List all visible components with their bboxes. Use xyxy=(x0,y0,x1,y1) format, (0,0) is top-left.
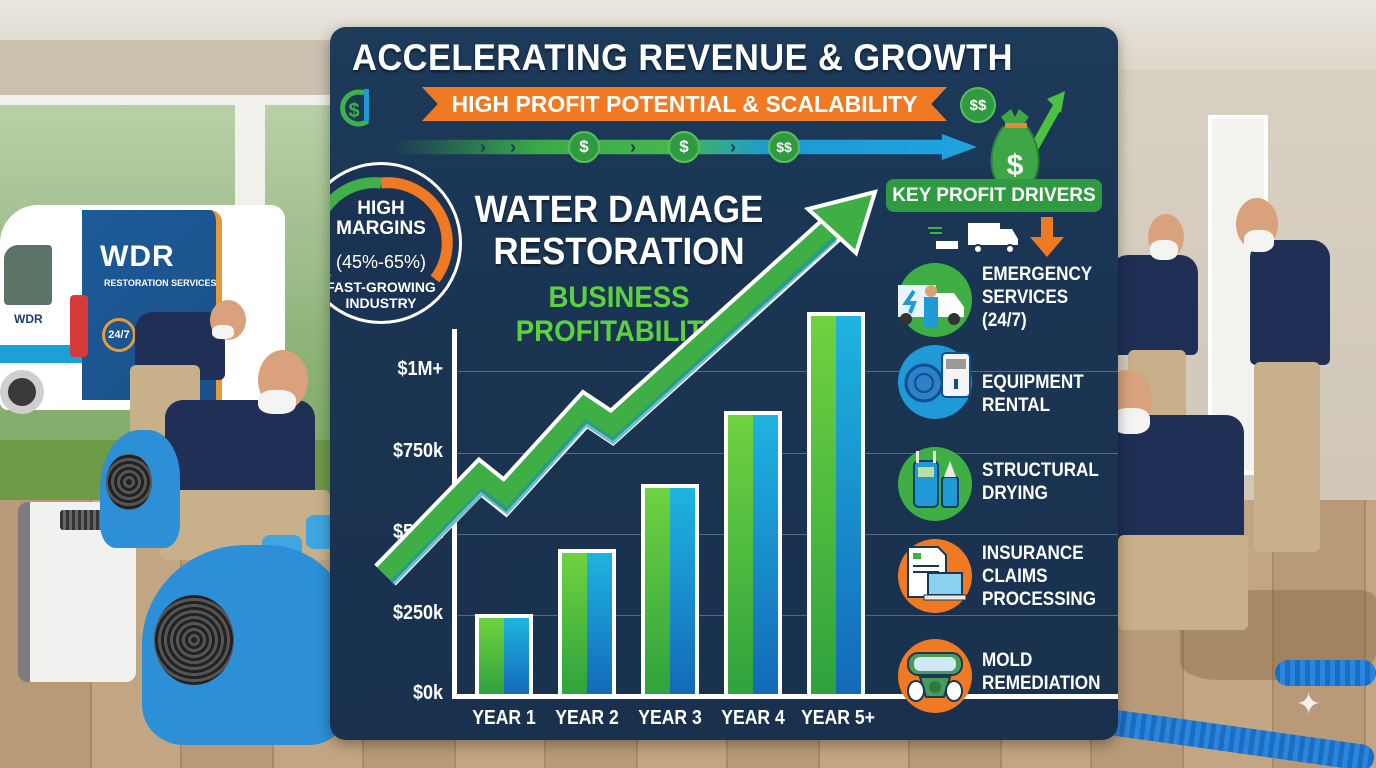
y-tick-label: $0k xyxy=(412,682,443,704)
driver-label-mold-remediation: MOLD REMEDIATION xyxy=(982,650,1101,694)
sparkle-icon: ✦ xyxy=(1296,688,1322,721)
infographic-panel: ACCELERATING REVENUE & GROWTH $ HIGH PRO… xyxy=(330,27,1118,740)
equipment-icon xyxy=(898,345,972,419)
x-tick-label: YEAR 3 xyxy=(638,707,702,729)
worker-clipboard-pants xyxy=(1254,362,1320,552)
gauge-title: HIGH MARGINS xyxy=(336,198,426,239)
coin-icon: $ xyxy=(668,131,700,163)
van-taillight xyxy=(70,295,88,357)
dollar-growth-logo-icon: $ xyxy=(340,89,370,127)
gridline xyxy=(456,534,1118,535)
y-axis xyxy=(452,329,457,699)
gauge-subtitle: FAST-GROWING INDUSTRY xyxy=(330,279,436,311)
van-subtitle: RESTORATION SERVICES xyxy=(104,278,217,288)
driver-label-equipment: EQUIPMENT RENTAL xyxy=(982,372,1084,416)
worker-crouching-mask xyxy=(1112,408,1150,434)
down-arrow-icon xyxy=(1030,217,1064,257)
bar-year-1 xyxy=(475,614,533,695)
gauge-percentage: (45%-65%) xyxy=(335,252,427,272)
van-side-logo: WDR xyxy=(14,312,43,326)
svg-text:$: $ xyxy=(1007,149,1024,182)
coin-icon: $$ xyxy=(960,87,996,123)
chart-title: WATER DAMAGE RESTORATION xyxy=(474,189,764,273)
moisture-meter-icon xyxy=(898,447,972,521)
money-bag-icon: $ xyxy=(990,91,1065,195)
worker-standing-torso xyxy=(1110,255,1198,355)
worker-clipboard-mask xyxy=(1244,230,1274,252)
x-tick-label: YEAR 4 xyxy=(721,707,785,729)
bar-year-5-plus xyxy=(807,312,865,695)
driver-label-structural-drying: STRUCTURAL DRYING xyxy=(982,460,1099,504)
van-stripe xyxy=(0,345,82,363)
claims-document-icon xyxy=(898,539,972,613)
x-tick-label: YEAR 5+ xyxy=(801,707,875,729)
van-window xyxy=(4,245,52,305)
x-tick-label: YEAR 2 xyxy=(555,707,619,729)
worker-clipboard-torso xyxy=(1250,240,1330,365)
x-axis xyxy=(452,694,1118,699)
y-tick-label: $500k xyxy=(392,521,443,543)
gridline xyxy=(456,453,1118,454)
driver-label-insurance-claims: INSURANCE CLAIMS PROCESSING xyxy=(982,543,1097,610)
gridline xyxy=(456,615,1118,616)
bar-year-3 xyxy=(641,484,699,695)
chevron-icon: › xyxy=(510,137,516,157)
worker-crouching-torso xyxy=(1094,415,1244,545)
ribbon-text: HIGH PROFIT POTENTIAL & SCALABILITY xyxy=(451,91,918,117)
key-profit-drivers-heading: KEY PROFIT DRIVERS xyxy=(886,179,1102,212)
worker-kneeling-mask xyxy=(258,390,296,414)
svg-text:$: $ xyxy=(348,100,359,122)
profit-ribbon: HIGH PROFIT POTENTIAL & SCALABILITY xyxy=(422,87,947,121)
y-tick-label: $250k xyxy=(392,602,443,624)
margins-gauge: HIGH MARGINS (45%-65%) FAST-GROWING INDUST… xyxy=(330,162,462,324)
air-mover-front xyxy=(142,545,350,745)
van-logo: WDR xyxy=(100,240,175,273)
chevron-icon: › xyxy=(630,137,636,157)
bar-year-4 xyxy=(724,411,782,695)
emergency-truck-icon xyxy=(892,263,972,337)
coin-icon: $$ xyxy=(768,131,800,163)
worker-bending-mask xyxy=(212,325,234,339)
van-247-badge: 24/7 xyxy=(102,318,136,352)
chart-subtitle: BUSINESS PROFITABILITY xyxy=(515,281,723,348)
driver-label-emergency: EMERGENCY SERVICES (24/7) xyxy=(982,264,1093,331)
worker-standing-mask xyxy=(1150,240,1178,260)
worker-crouching-pants xyxy=(1118,535,1248,630)
y-tick-label: $1M+ xyxy=(397,358,443,380)
delivery-truck-icon xyxy=(928,223,1018,254)
chevron-icon: › xyxy=(480,137,486,157)
main-title: ACCELERATING REVENUE & GROWTH xyxy=(352,37,1013,78)
chevron-icon: › xyxy=(730,137,736,157)
y-tick-label: $750k xyxy=(392,440,443,462)
bar-year-2 xyxy=(558,549,616,695)
van-wheel xyxy=(0,370,44,414)
respirator-mask-icon xyxy=(898,639,972,713)
air-mover-back xyxy=(100,430,180,548)
coin-icon: $ xyxy=(568,131,600,163)
water-hose xyxy=(1275,660,1376,686)
x-tick-label: YEAR 1 xyxy=(472,707,536,729)
